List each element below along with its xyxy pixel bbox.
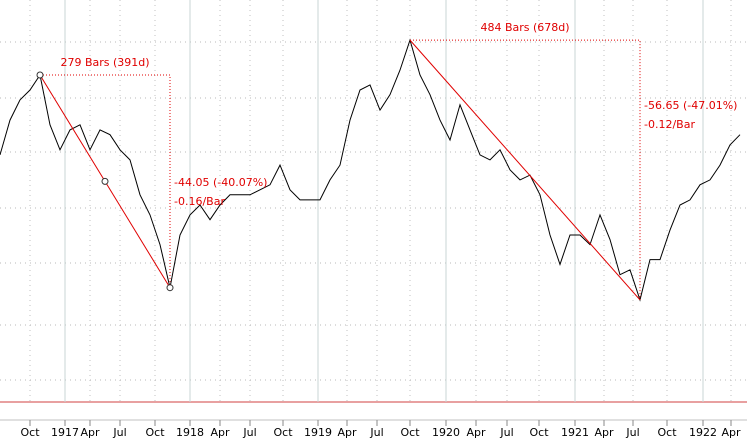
x-tick-label: Oct	[145, 426, 165, 439]
trend-box	[40, 74, 171, 288]
x-tick-label: Jul	[369, 426, 383, 439]
price-line	[0, 38, 741, 302]
x-tick-label: 1917	[51, 426, 79, 439]
x-tick-label: Apr	[594, 426, 614, 439]
trend-change-label: -44.05 (-40.07%)	[174, 176, 267, 189]
trend-per-bar-label: -0.12/Bar	[644, 118, 695, 131]
trend-per-bar-label: -0.16/Bar	[174, 195, 225, 208]
x-tick-label: 1922	[689, 426, 717, 439]
trend-change-label: -56.65 (-47.01%)	[644, 99, 737, 112]
x-tick-label: Apr	[337, 426, 357, 439]
trend-bars-label: 279 Bars (391d)	[60, 56, 149, 69]
trend-handle	[36, 71, 44, 79]
x-tick-label: Oct	[657, 426, 677, 439]
x-tick-label: 1920	[432, 426, 460, 439]
x-tick-label: Oct	[529, 426, 549, 439]
x-tick-label: Oct	[20, 426, 40, 439]
trend-bars-label: 484 Bars (678d)	[480, 21, 569, 34]
x-tick-label: Jul	[112, 426, 126, 439]
x-tick-label: Jul	[242, 426, 256, 439]
x-tick-label: Apr	[466, 426, 486, 439]
x-tick-label: 1919	[304, 426, 332, 439]
trend-handle	[166, 284, 174, 292]
trend-handle	[101, 177, 109, 185]
x-tick-label: Apr	[721, 426, 741, 439]
x-tick-label: Oct	[400, 426, 420, 439]
x-tick-label: Apr	[210, 426, 230, 439]
x-tick-label: Jul	[499, 426, 513, 439]
x-tick-label: Oct	[273, 426, 293, 439]
x-tick-label: Apr	[80, 426, 100, 439]
x-tick-label: Jul	[625, 426, 639, 439]
trend-line	[409, 39, 641, 301]
x-tick-label: 1921	[561, 426, 589, 439]
x-tick-label: 1918	[176, 426, 204, 439]
